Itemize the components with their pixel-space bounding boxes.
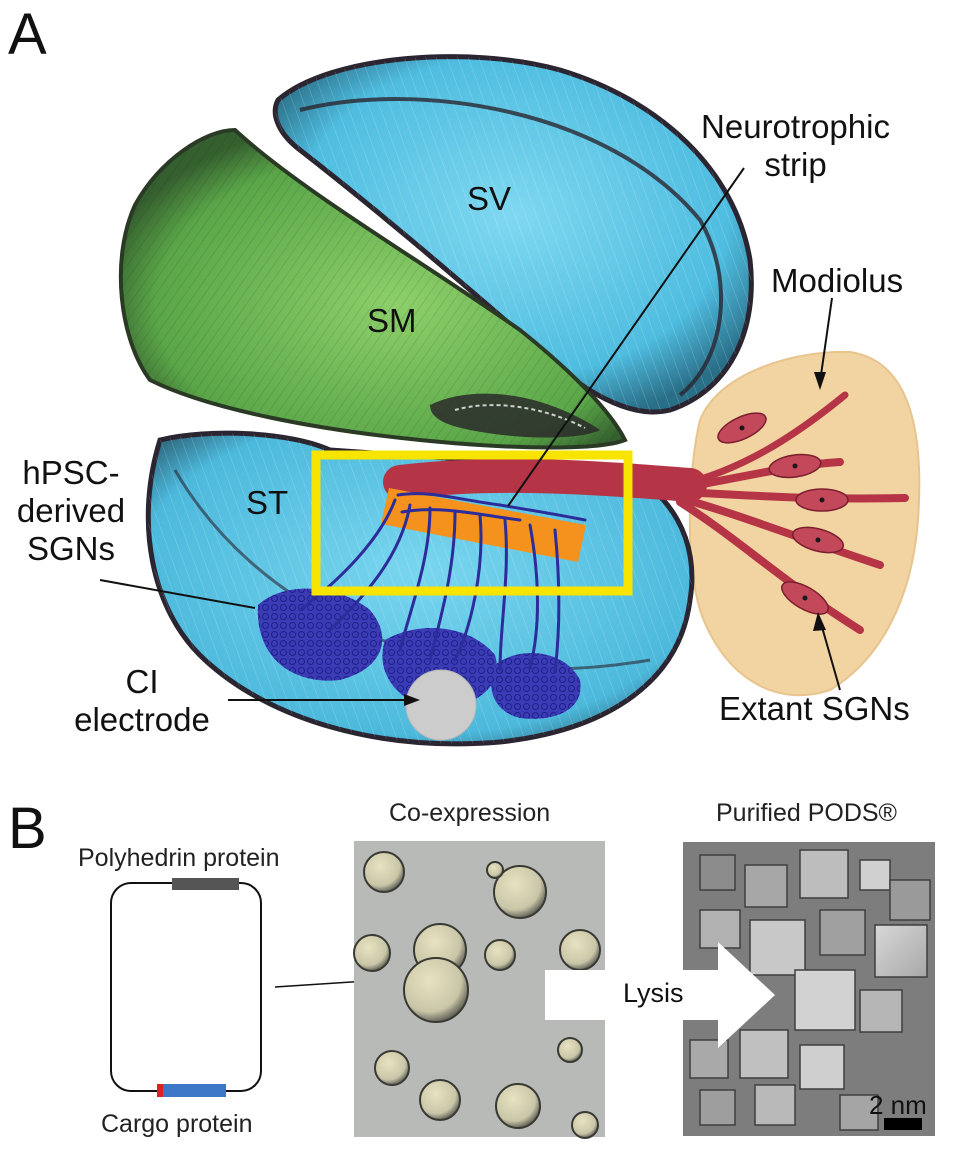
hpsc-label: hPSC- derived SGNs: [7, 454, 135, 568]
ci-electrode-label: CI electrode: [62, 663, 222, 739]
hpsc-label-line2: derived: [16, 491, 126, 529]
hpsc-label-line3: SGNs: [26, 529, 115, 567]
cargo-gene: [160, 1084, 226, 1097]
cargo-tag: [157, 1084, 163, 1097]
scala-media: [118, 127, 628, 450]
panel-letter-a: A: [8, 2, 47, 67]
polyhedrin-label: Polyhedrin protein: [78, 844, 280, 872]
sm-label: SM: [367, 302, 417, 339]
leader-lines: [99, 167, 841, 706]
co-expression-title: Co-expression: [389, 799, 551, 827]
panel-letter-b: B: [8, 796, 47, 861]
neurotrophic-label-line2: strip: [764, 145, 827, 183]
ci-label-line2: electrode: [74, 700, 210, 738]
polyhedrin-gene: [172, 878, 239, 890]
scala-vestibuli: [272, 54, 754, 415]
neurotrophic-label-line1: Neurotrophic: [701, 108, 890, 145]
extant-sgns-label: Extant SGNs: [719, 690, 910, 727]
modiolus-label: Modiolus: [771, 262, 904, 299]
ci-label-line1: CI: [125, 663, 159, 700]
scale-bar-label: 2 nm: [869, 1090, 927, 1120]
neurotrophic-strip: [381, 488, 586, 562]
scale-bar: [884, 1118, 922, 1130]
purified-pods-title: Purified PODS®: [716, 799, 897, 827]
nerve-bundle: [383, 391, 909, 634]
modiolus-region: [688, 350, 921, 697]
lysis-arrow: [545, 942, 775, 1048]
ci-electrode: [405, 669, 477, 741]
sv-label: SV: [467, 180, 512, 217]
pods-micrograph: [683, 842, 935, 1136]
neurotrophic-strip-label: Neurotrophic strip: [683, 108, 908, 184]
plasmid-diagram: [110, 878, 262, 1097]
highlight-box: [311, 450, 633, 596]
hpsc-label-line1: hPSC-: [22, 454, 120, 491]
lysis-label: Lysis: [623, 978, 684, 1008]
st-label: ST: [246, 484, 289, 521]
cargo-label: Cargo protein: [101, 1110, 253, 1138]
